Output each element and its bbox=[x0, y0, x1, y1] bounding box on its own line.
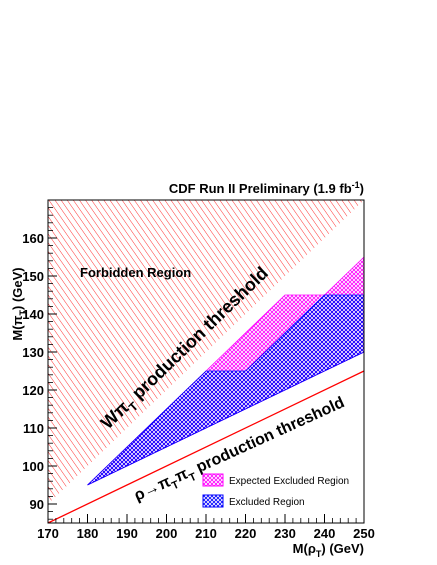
forbidden-region-label: Forbidden Region bbox=[80, 265, 191, 280]
x-tick-label: 210 bbox=[195, 526, 217, 541]
y-tick-label: 160 bbox=[22, 231, 44, 246]
y-tick-label: 120 bbox=[22, 383, 44, 398]
legend-label-excluded: Excluded Region bbox=[229, 497, 305, 508]
legend-swatch-expected bbox=[202, 473, 224, 487]
legend-swatch-excluded bbox=[202, 494, 224, 508]
y-tick-label: 130 bbox=[22, 345, 44, 360]
x-tick-label: 220 bbox=[235, 526, 257, 541]
x-tick-label: 180 bbox=[77, 526, 99, 541]
chart-title: CDF Run II Preliminary (1.9 fb-1) bbox=[169, 180, 364, 196]
region-excluded bbox=[87, 294, 364, 486]
y-tick-label: 110 bbox=[23, 421, 44, 436]
x-tick-label: 250 bbox=[353, 526, 375, 541]
y-tick-label: 100 bbox=[22, 459, 44, 474]
legend: Expected Excluded Region Excluded Region bbox=[202, 473, 349, 508]
x-tick-label: 230 bbox=[274, 526, 296, 541]
x-tick-label: 190 bbox=[116, 526, 138, 541]
y-tick-label: 90 bbox=[30, 497, 44, 512]
y-axis-title: M(πT) (GeV) bbox=[10, 267, 28, 340]
x-tick-label: 200 bbox=[156, 526, 178, 541]
y-tick-label: 140 bbox=[22, 307, 44, 322]
region-forbidden bbox=[48, 200, 364, 504]
legend-label-expected: Expected Excluded Region bbox=[229, 476, 349, 487]
y-tick-label: 150 bbox=[22, 269, 44, 284]
rho-threshold-line bbox=[48, 370, 364, 523]
x-tick-label: 240 bbox=[314, 526, 336, 541]
x-axis-title: M(ρT) (GeV) bbox=[293, 541, 364, 559]
x-tick-label: 170 bbox=[37, 526, 59, 541]
